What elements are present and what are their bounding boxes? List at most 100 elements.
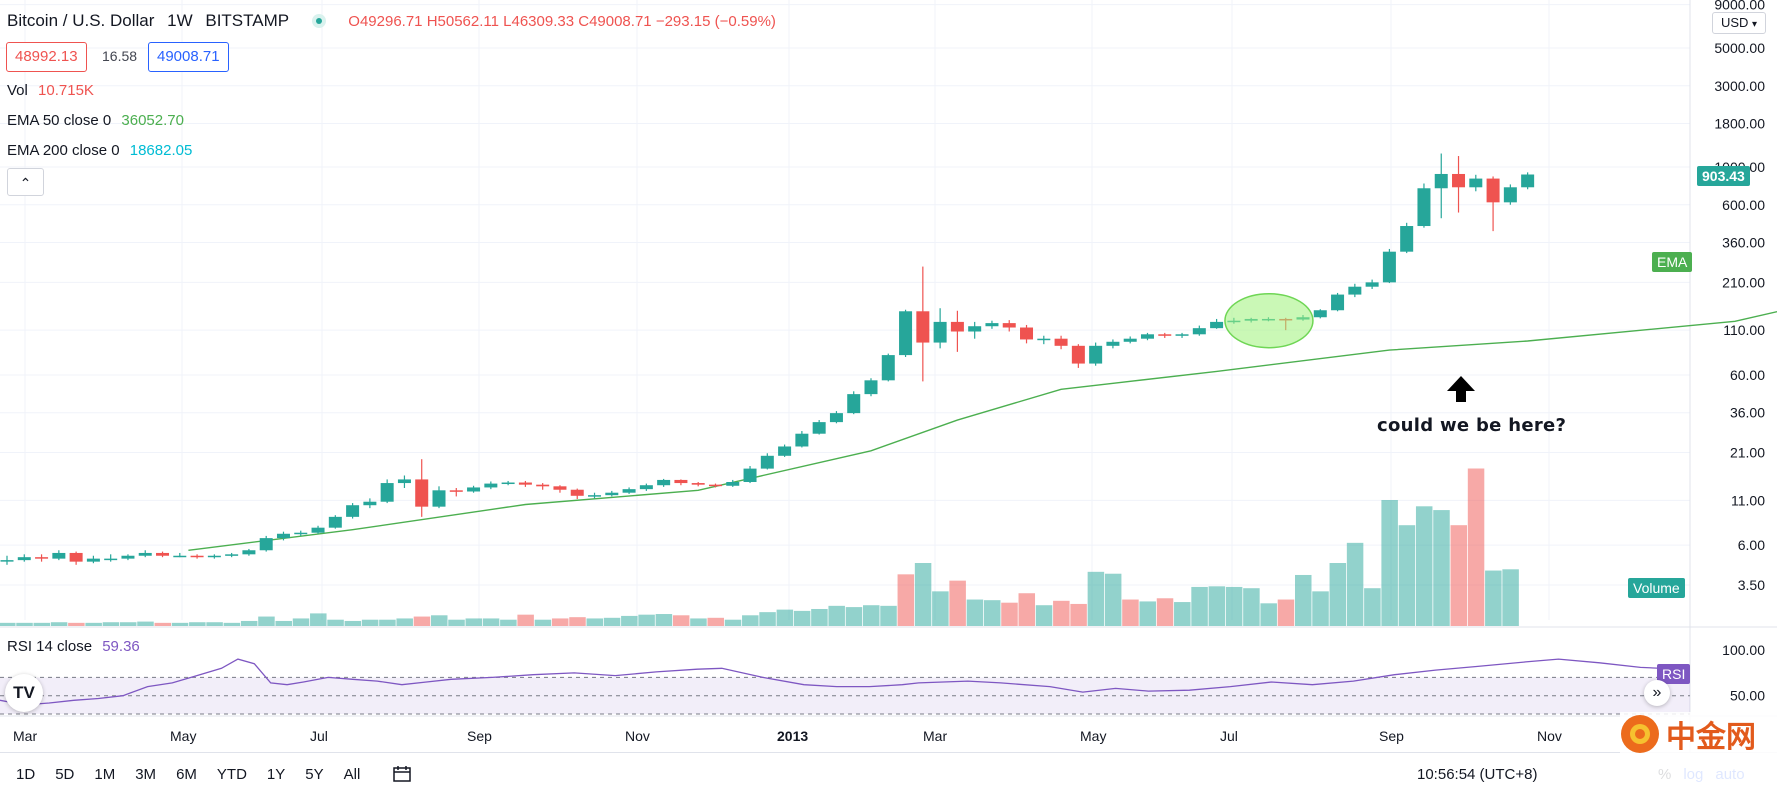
volume-bar — [638, 614, 655, 626]
candle — [138, 550, 152, 558]
volume-legend[interactable]: Vol 10.715K — [7, 82, 94, 99]
candle-body — [311, 527, 325, 533]
candle — [397, 475, 411, 489]
rsi-tag: RSI — [1657, 664, 1691, 684]
volume-bar — [1225, 586, 1243, 626]
candle — [985, 320, 999, 329]
timeframe-5y[interactable]: 5Y — [305, 766, 324, 783]
rsi-value: 59.36 — [102, 638, 140, 655]
candle — [605, 490, 619, 497]
time-axis-label: Sep — [1379, 728, 1404, 744]
volume-bar — [223, 622, 241, 626]
sell-price-button[interactable]: 48992.13 — [6, 42, 87, 72]
market-status-icon[interactable] — [311, 14, 326, 28]
candle-body — [363, 501, 377, 506]
candle — [1158, 332, 1172, 338]
volume-bar — [586, 618, 604, 626]
candle — [916, 266, 930, 382]
candle-body — [17, 557, 31, 561]
price-axis-label: 21.00 — [1730, 445, 1765, 461]
scroll-to-realtime-button[interactable]: » — [1644, 680, 1670, 706]
volume-bar — [1485, 570, 1502, 626]
ema50-value: 36052.70 — [121, 112, 184, 129]
volume-bar — [431, 615, 448, 626]
low-value: L46309.33 — [503, 13, 575, 30]
candle — [778, 444, 792, 457]
rsi-legend[interactable]: RSI 14 close 59.36 — [7, 638, 140, 655]
candle-body — [484, 483, 498, 488]
candle — [1486, 176, 1500, 232]
volume-bar — [811, 608, 828, 626]
candle — [639, 483, 653, 491]
volume-bar — [1122, 599, 1139, 626]
volume-bar — [379, 619, 396, 626]
candle-body — [553, 486, 567, 490]
candle — [294, 530, 308, 536]
candle-body — [1192, 328, 1206, 335]
candle-body — [207, 555, 221, 558]
volume-bar — [1277, 599, 1295, 626]
ema50-legend[interactable]: EMA 50 close 0 36052.70 — [7, 112, 184, 129]
volume-bar — [880, 605, 897, 626]
timeframe-3m[interactable]: 3M — [135, 766, 157, 783]
candle — [553, 485, 567, 493]
rsi-axis-label: 50.00 — [1730, 688, 1765, 704]
ema200-value: 18682.05 — [129, 142, 193, 159]
candle — [156, 551, 170, 558]
volume-bar — [534, 619, 552, 626]
candle — [449, 488, 463, 497]
timeframe-1y[interactable]: 1Y — [266, 766, 286, 783]
buy-price-button[interactable]: 49008.71 — [148, 42, 229, 72]
volume-bar — [517, 614, 534, 626]
timeframe-1m[interactable]: 1M — [94, 766, 116, 783]
price-axis-label: 1800.00 — [1714, 116, 1765, 132]
symbol-name[interactable]: Bitcoin / U.S. Dollar — [7, 11, 155, 30]
tradingview-logo-icon[interactable]: TV — [5, 674, 43, 712]
volume-bar — [828, 605, 845, 626]
candle — [1503, 184, 1517, 205]
up-arrow-icon — [1447, 376, 1475, 402]
candle-body — [1486, 178, 1500, 203]
candle-body — [432, 490, 446, 507]
highlight-ellipse — [1224, 292, 1314, 349]
candle-body — [812, 422, 826, 434]
candle — [0, 555, 14, 565]
volume-bar — [258, 616, 275, 626]
currency-selector[interactable]: USD ▾ — [1712, 12, 1766, 34]
candle — [657, 478, 671, 487]
timeframe-ytd[interactable]: YTD — [216, 766, 247, 783]
ema-polyline — [188, 310, 1777, 551]
volume-bar — [1312, 591, 1329, 626]
change-value: −293.15 (−0.59%) — [655, 13, 776, 30]
interval[interactable]: 1W — [167, 11, 193, 30]
collapse-legend-button[interactable]: ⌃ — [7, 168, 44, 196]
ema200-legend[interactable]: EMA 200 close 0 18682.05 — [7, 142, 192, 159]
volume-bar — [551, 618, 569, 626]
candle — [35, 554, 49, 562]
price-axis-label: 5000.00 — [1714, 40, 1765, 56]
volume-bar — [1260, 603, 1277, 626]
time-axis-label: Jul — [310, 728, 328, 744]
candle — [259, 535, 273, 552]
candle-body — [1503, 187, 1517, 203]
volume-bar — [603, 617, 621, 626]
timeframe-6m[interactable]: 6M — [176, 766, 197, 783]
volume-bar — [154, 622, 172, 626]
timeframe-all[interactable]: All — [343, 766, 361, 783]
clock[interactable]: 10:56:54 (UTC+8) — [1417, 766, 1538, 783]
volume-bar — [413, 616, 431, 626]
timeframe-1d[interactable]: 1D — [16, 766, 36, 783]
volume-legend-value: 10.715K — [38, 82, 94, 99]
volume-bar — [672, 615, 690, 626]
candle-body — [35, 557, 49, 559]
calendar-icon[interactable] — [392, 764, 412, 782]
candle — [950, 310, 964, 352]
candle — [1469, 174, 1483, 192]
candle-body — [968, 326, 982, 332]
candle — [501, 480, 515, 486]
candle — [69, 551, 83, 565]
candle — [380, 479, 394, 504]
timeframe-5d[interactable]: 5D — [55, 766, 75, 783]
candle — [829, 411, 843, 424]
